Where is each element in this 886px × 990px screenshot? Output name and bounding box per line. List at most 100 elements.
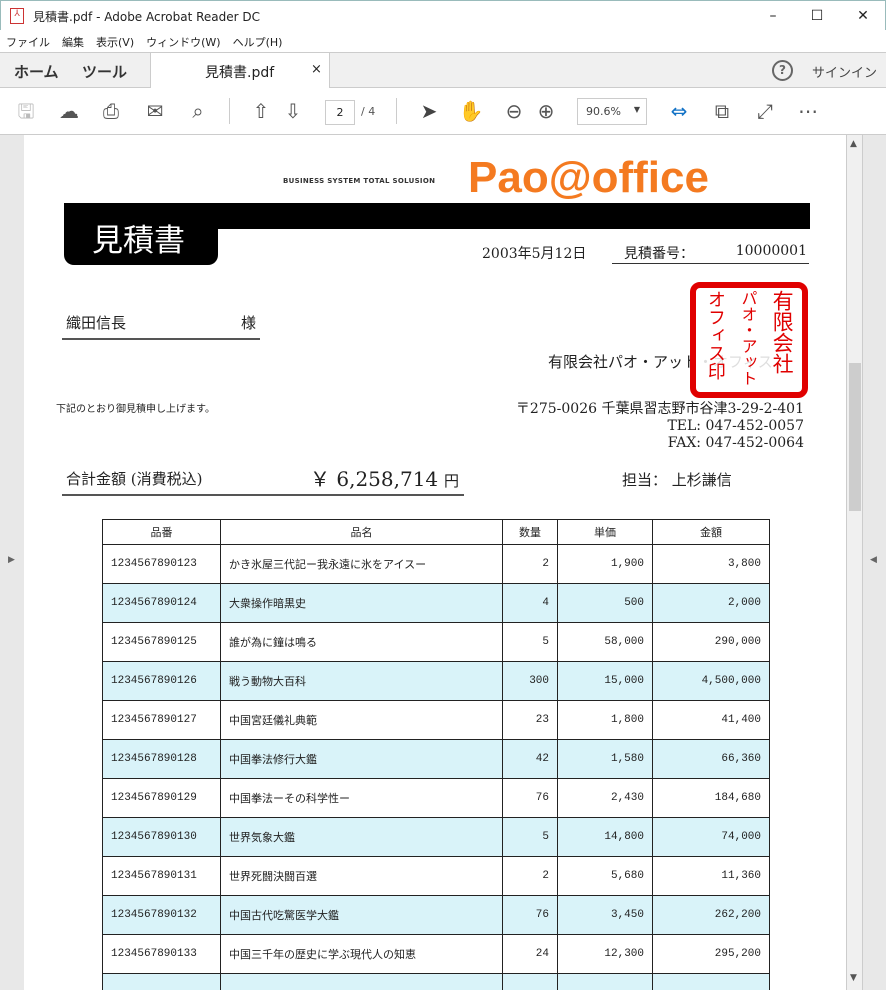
- zoom-select[interactable]: 90.6% ▼: [577, 98, 647, 125]
- item-code: 1234567890124: [102, 583, 221, 623]
- column-header: 数量: [502, 519, 558, 545]
- tab-home[interactable]: ホーム: [14, 63, 59, 81]
- menu-window[interactable]: ウィンドウ(W): [146, 36, 221, 49]
- company-logo: Pao@office: [468, 153, 709, 202]
- item-name: 世界死闘決闘百選: [220, 856, 503, 896]
- table-row: 1234567890123 かき氷屋三代記ー我永遠に氷をアイスー 2 1,900 3,8…: [102, 544, 770, 584]
- issue-date: 2003年5月12日: [482, 246, 587, 262]
- amount: 3,800: [652, 544, 770, 584]
- unit-price: 5,680: [557, 856, 653, 896]
- quantity: 76: [502, 778, 558, 818]
- zoom-in-icon[interactable]: ⊕: [537, 99, 555, 123]
- menu-help[interactable]: ヘルプ(H): [232, 36, 283, 49]
- tab-document-label: 見積書.pdf: [205, 65, 275, 81]
- upload-cloud-icon[interactable]: ☁: [59, 99, 79, 123]
- quantity: 5: [502, 622, 558, 662]
- window-title: 見積書.pdf - Adobe Acrobat Reader DC: [33, 10, 261, 24]
- vertical-scrollbar[interactable]: ▲ ▼: [846, 135, 863, 990]
- item-name: 中国拳法修行大鑑: [220, 739, 503, 779]
- staff: 担当： 上杉謙信: [622, 471, 732, 489]
- scroll-thumb[interactable]: [849, 363, 861, 511]
- item-code: 1234567890133: [102, 934, 221, 974]
- menu-bar: ファイル 編集 表示(V) ウィンドウ(W) ヘルプ(H): [0, 30, 886, 52]
- amount: 66,360: [652, 739, 770, 779]
- save-icon[interactable]: 🖫: [17, 99, 35, 123]
- column-header: 品名: [220, 519, 503, 545]
- zoom-value: 90.6%: [586, 105, 621, 118]
- tab-bar: ホーム ツール 見積書.pdf × ? サインイン: [0, 52, 886, 89]
- quantity: 4: [502, 583, 558, 623]
- left-panel-toggle-icon[interactable]: ▶: [8, 555, 15, 565]
- page-number-input[interactable]: 2: [325, 100, 355, 125]
- column-header: 金額: [652, 519, 770, 545]
- tab-tools[interactable]: ツール: [82, 63, 128, 81]
- sign-in-link[interactable]: サインイン: [812, 66, 878, 81]
- more-options-icon[interactable]: ⋯: [798, 99, 818, 123]
- table-row: 1234567890128 中国拳法修行大鑑 42 1,580 66,360: [102, 739, 770, 779]
- item-code: 1234567890131: [102, 856, 221, 896]
- item-name: 大衆操作暗黒史: [220, 583, 503, 623]
- print-icon[interactable]: ⎙: [103, 99, 119, 123]
- customer-name: 織田信長様: [62, 312, 260, 340]
- chevron-down-icon: ▼: [633, 105, 640, 114]
- help-icon[interactable]: ?: [772, 60, 793, 81]
- quantity: 2: [502, 856, 558, 896]
- pdf-page: BUSINESS SYSTEM TOTAL SOLUSION Pao@offic…: [24, 135, 846, 990]
- page-up-icon[interactable]: ⇧: [252, 99, 270, 123]
- zoom-out-icon[interactable]: ⊖: [505, 99, 523, 123]
- quantity: 300: [502, 661, 558, 701]
- item-code: 1234567890125: [102, 622, 221, 662]
- company-seal: 有限会社 パオ・アット オフィス印: [690, 282, 808, 398]
- hand-tool-icon[interactable]: ✋: [458, 99, 484, 123]
- amount: 262,200: [652, 895, 770, 935]
- scroll-down-icon[interactable]: ▼: [850, 973, 857, 983]
- table-row: 1234567890133 中国三千年の歴史に学ぶ現代人の知恵 24 12,300 29…: [102, 934, 770, 974]
- toolbar: 🖫 ☁ ⎙ ✉ ⌕ ⇧ ⇩ 2 / 4 ➤ ✋ ⊖ ⊕ 90.6% ▼ ⇔ ⧉ ⤢…: [0, 88, 886, 135]
- fit-width-icon[interactable]: ⇔: [670, 99, 688, 123]
- quantity: 23: [502, 700, 558, 740]
- title-bar: ⅄ 見積書.pdf - Adobe Acrobat Reader DC – ☐ …: [0, 0, 886, 30]
- unit-price: 12,300: [557, 934, 653, 974]
- select-cursor-icon[interactable]: ➤: [420, 99, 438, 123]
- intro-text: 下記のとおり御見積申し上げます。: [56, 404, 215, 415]
- amount: [652, 973, 770, 990]
- table-row: 1234567890131 世界死闘決闘百選 2 5,680 11,360: [102, 856, 770, 896]
- item-code: 1234567890127: [102, 700, 221, 740]
- table-row: 1234567890126 戦う動物大百科 300 15,000 4,500,000: [102, 661, 770, 701]
- close-tab-icon[interactable]: ×: [311, 62, 322, 77]
- email-icon[interactable]: ✉: [146, 99, 164, 123]
- estimate-number: 見積番号： 10000001: [612, 243, 809, 264]
- unit-price: 15,000: [557, 661, 653, 701]
- quantity: 24: [502, 934, 558, 974]
- quantity: 2: [502, 544, 558, 584]
- unit-price: 500: [557, 583, 653, 623]
- fullscreen-icon[interactable]: ⤢: [757, 99, 773, 123]
- maximize-button[interactable]: ☐: [810, 8, 824, 24]
- menu-file[interactable]: ファイル: [6, 36, 50, 49]
- unit-price: 1,800: [557, 700, 653, 740]
- unit-price: 1,900: [557, 544, 653, 584]
- amount: 2,000: [652, 583, 770, 623]
- tagline: BUSINESS SYSTEM TOTAL SOLUSION: [283, 177, 436, 185]
- page-down-icon[interactable]: ⇩: [284, 99, 302, 123]
- unit-price: [557, 973, 653, 990]
- close-window-button[interactable]: ✕: [857, 8, 869, 24]
- scroll-up-icon[interactable]: ▲: [850, 139, 857, 149]
- fit-page-icon[interactable]: ⧉: [714, 99, 730, 123]
- minimize-button[interactable]: –: [769, 8, 777, 24]
- item-code: 1234567890132: [102, 895, 221, 935]
- search-icon[interactable]: ⌕: [192, 99, 204, 123]
- item-name: 戦う動物大百科: [220, 661, 503, 701]
- menu-view[interactable]: 表示(V): [96, 36, 135, 49]
- right-panel-toggle-icon[interactable]: ◀: [870, 555, 877, 565]
- unit-price: 3,450: [557, 895, 653, 935]
- column-header: 単価: [557, 519, 653, 545]
- tab-document[interactable]: 見積書.pdf ×: [150, 53, 330, 89]
- item-name: 世界気象大鑑: [220, 817, 503, 857]
- items-table: 品番 品名 数量 単価 金額 1234567890123 かき氷屋三代記ー我永遠に氷をアイ…: [102, 519, 770, 990]
- item-code: 1234567890123: [102, 544, 221, 584]
- amount: 295,200: [652, 934, 770, 974]
- quantity: 76: [502, 895, 558, 935]
- menu-edit[interactable]: 編集: [62, 36, 84, 49]
- document-viewer: ▶ BUSINESS SYSTEM TOTAL SOLUSION Pao@off…: [0, 135, 886, 990]
